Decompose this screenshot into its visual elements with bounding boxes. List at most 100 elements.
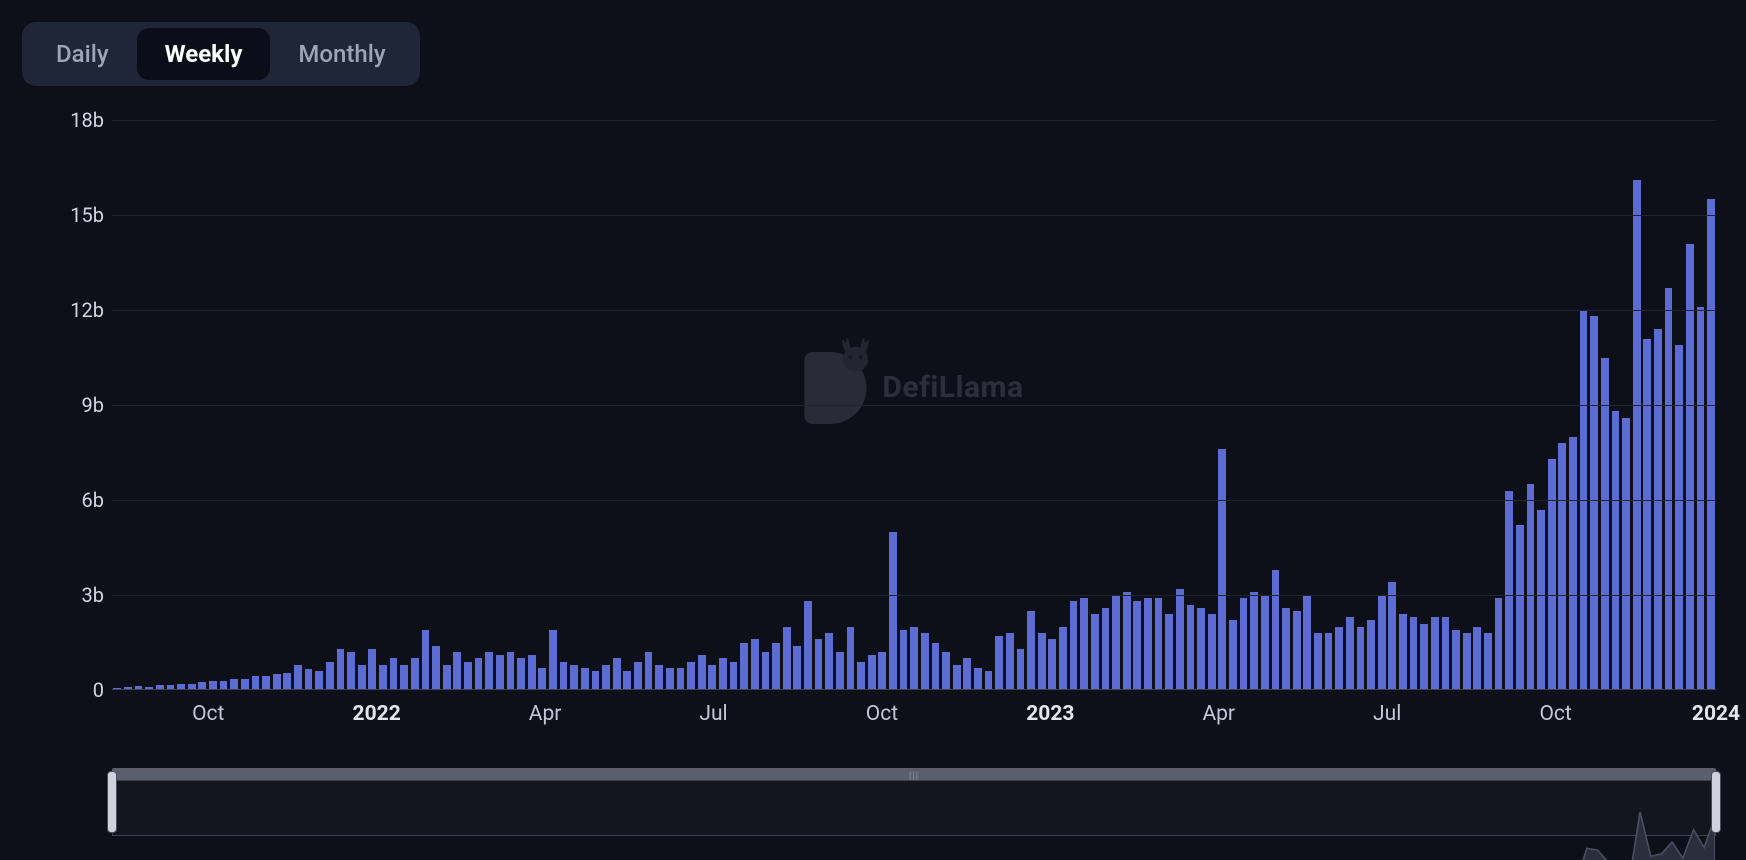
bar[interactable] bbox=[1218, 449, 1226, 690]
bar[interactable] bbox=[730, 662, 738, 691]
bar[interactable] bbox=[1548, 459, 1556, 690]
bar[interactable] bbox=[1261, 595, 1269, 690]
bar[interactable] bbox=[294, 665, 302, 690]
tab-daily[interactable]: Daily bbox=[28, 28, 137, 80]
bar[interactable] bbox=[889, 532, 897, 690]
bar[interactable] bbox=[592, 671, 600, 690]
bar[interactable] bbox=[379, 665, 387, 690]
bar[interactable] bbox=[326, 662, 334, 691]
bar[interactable] bbox=[1102, 608, 1110, 690]
bar[interactable] bbox=[825, 633, 833, 690]
bar[interactable] bbox=[358, 665, 366, 690]
bar[interactable] bbox=[464, 662, 472, 691]
bar[interactable] bbox=[836, 652, 844, 690]
bar[interactable] bbox=[390, 658, 398, 690]
bar[interactable] bbox=[1495, 598, 1503, 690]
bar[interactable] bbox=[1431, 617, 1439, 690]
bar[interactable] bbox=[570, 665, 578, 690]
bar[interactable] bbox=[974, 668, 982, 690]
bar[interactable] bbox=[1527, 484, 1535, 690]
bar[interactable] bbox=[1442, 617, 1450, 690]
bar[interactable] bbox=[560, 662, 568, 691]
bar[interactable] bbox=[645, 652, 653, 690]
bar[interactable] bbox=[921, 633, 929, 690]
bar[interactable] bbox=[1643, 339, 1651, 691]
bar[interactable] bbox=[315, 671, 323, 690]
bar[interactable] bbox=[549, 630, 557, 690]
bar[interactable] bbox=[1346, 617, 1354, 690]
bar[interactable] bbox=[1282, 608, 1290, 690]
tab-weekly[interactable]: Weekly bbox=[137, 28, 271, 80]
bar[interactable] bbox=[411, 658, 419, 690]
bar[interactable] bbox=[953, 665, 961, 690]
bar[interactable] bbox=[538, 668, 546, 690]
bar[interactable] bbox=[1410, 617, 1418, 690]
bar[interactable] bbox=[1505, 491, 1513, 691]
bar[interactable] bbox=[1197, 608, 1205, 690]
brush-handle-left[interactable] bbox=[107, 771, 117, 833]
bar[interactable] bbox=[857, 662, 865, 691]
brush-track[interactable]: ||| bbox=[112, 768, 1716, 780]
bar[interactable] bbox=[666, 668, 674, 690]
bar[interactable] bbox=[1208, 614, 1216, 690]
bar[interactable] bbox=[1612, 411, 1620, 690]
bar[interactable] bbox=[1027, 611, 1035, 690]
range-brush[interactable]: ||| bbox=[112, 768, 1716, 836]
bar[interactable] bbox=[772, 643, 780, 691]
bar[interactable] bbox=[485, 652, 493, 690]
bar[interactable] bbox=[581, 668, 589, 690]
bar[interactable] bbox=[1357, 627, 1365, 690]
bar[interactable] bbox=[1335, 627, 1343, 690]
bar[interactable] bbox=[762, 652, 770, 690]
bar[interactable] bbox=[252, 676, 260, 690]
bar[interactable] bbox=[1080, 598, 1088, 690]
bar[interactable] bbox=[1303, 595, 1311, 690]
bar[interactable] bbox=[793, 646, 801, 690]
bar[interactable] bbox=[623, 671, 631, 690]
bar[interactable] bbox=[868, 655, 876, 690]
bar[interactable] bbox=[942, 652, 950, 690]
bar[interactable] bbox=[496, 655, 504, 690]
bar[interactable] bbox=[910, 627, 918, 690]
bar[interactable] bbox=[963, 658, 971, 690]
bar[interactable] bbox=[1378, 595, 1386, 690]
bar[interactable] bbox=[1059, 627, 1067, 690]
bar[interactable] bbox=[517, 658, 525, 690]
bar[interactable] bbox=[1176, 589, 1184, 690]
bar[interactable] bbox=[900, 630, 908, 690]
bar[interactable] bbox=[1017, 649, 1025, 690]
bar[interactable] bbox=[1675, 345, 1683, 690]
bar[interactable] bbox=[719, 658, 727, 690]
bar[interactable] bbox=[1112, 595, 1120, 690]
bar[interactable] bbox=[1048, 639, 1056, 690]
bar[interactable] bbox=[1367, 620, 1375, 690]
bar[interactable] bbox=[1165, 614, 1173, 690]
bar[interactable] bbox=[677, 668, 685, 690]
bar[interactable] bbox=[1473, 627, 1481, 690]
bar[interactable] bbox=[368, 649, 376, 690]
bar[interactable] bbox=[1272, 570, 1280, 690]
bar[interactable] bbox=[1654, 329, 1662, 690]
bar[interactable] bbox=[305, 669, 313, 690]
bar[interactable] bbox=[613, 658, 621, 690]
bar[interactable] bbox=[1388, 582, 1396, 690]
bar[interactable] bbox=[708, 665, 716, 690]
bar[interactable] bbox=[783, 627, 791, 690]
bar[interactable] bbox=[655, 665, 663, 690]
bar[interactable] bbox=[337, 649, 345, 690]
bar[interactable] bbox=[1314, 633, 1322, 690]
bar[interactable] bbox=[400, 665, 408, 690]
bar[interactable] bbox=[1463, 633, 1471, 690]
bar[interactable] bbox=[1590, 316, 1598, 690]
bar[interactable] bbox=[985, 671, 993, 690]
bar[interactable] bbox=[1569, 437, 1577, 690]
tab-monthly[interactable]: Monthly bbox=[270, 28, 413, 80]
bar[interactable] bbox=[1558, 443, 1566, 690]
bar[interactable] bbox=[932, 643, 940, 691]
bar[interactable] bbox=[1399, 614, 1407, 690]
bar[interactable] bbox=[847, 627, 855, 690]
bar[interactable] bbox=[740, 643, 748, 691]
bar[interactable] bbox=[1070, 601, 1078, 690]
bar[interactable] bbox=[1516, 525, 1524, 690]
bar[interactable] bbox=[1250, 592, 1258, 690]
